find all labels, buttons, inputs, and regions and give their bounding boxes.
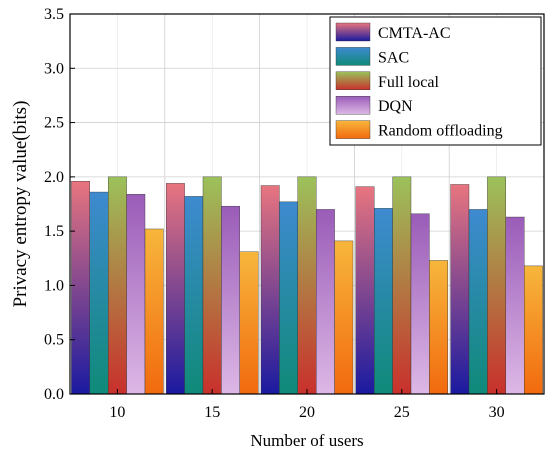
x-tick-label: 10 [109, 404, 125, 421]
x-axis-label: Number of users [250, 431, 363, 450]
bar-sac-30 [468, 209, 488, 395]
bar-full-local-20 [297, 176, 317, 395]
legend-label: Random offloading [378, 123, 503, 140]
bar-random-offloading-20 [334, 240, 354, 395]
bar-random-offloading-30 [524, 265, 543, 395]
bar-dqn-20 [316, 209, 335, 395]
bar-sac-20 [279, 201, 298, 395]
bar-sac-25 [374, 208, 393, 395]
y-tick-label: 0.5 [44, 332, 64, 349]
bar-full-local-15 [202, 176, 222, 395]
y-tick-label: 3.5 [44, 6, 64, 23]
y-tick-label: 2.5 [44, 115, 64, 132]
bar-random-offloading-15 [239, 251, 259, 395]
y-tick-label: 3.0 [44, 60, 64, 77]
y-tick-label: 1.5 [44, 223, 64, 240]
y-axis-ticks: 0.0 0.5 1.0 1.5 2.0 2.5 3.0 3.5 [44, 6, 75, 403]
legend-swatch [335, 47, 371, 66]
y-tick-label: 2.0 [44, 169, 64, 186]
bar-sac-10 [89, 191, 109, 395]
bar-dqn-25 [410, 213, 430, 395]
bar-dqn-10 [126, 194, 146, 395]
bar-dqn-15 [221, 205, 240, 395]
bar-sac-15 [184, 196, 204, 395]
bar-dqn-30 [505, 216, 525, 395]
legend-swatch [335, 22, 371, 42]
x-tick-label: 25 [394, 404, 410, 421]
x-tick-label: 30 [489, 404, 505, 421]
bar-full-local-10 [107, 176, 127, 395]
bar-cmta-ac-20 [260, 185, 280, 395]
legend-label: DQN [378, 98, 413, 115]
bar-random-offloading-25 [429, 260, 448, 395]
bar-cmta-ac-10 [71, 180, 91, 395]
legend: CMTA-AC SAC Full local DQN Random offloading [329, 16, 542, 146]
y-tick-label: 1.0 [44, 277, 64, 294]
bar-cmta-ac-15 [165, 183, 185, 395]
bars [71, 176, 543, 395]
legend-label: Full local [378, 74, 439, 91]
legend-swatch [335, 71, 371, 91]
bar-cmta-ac-25 [355, 186, 375, 395]
legend-label: CMTA-AC [378, 25, 451, 42]
y-tick-label: 0.0 [44, 386, 64, 403]
y-axis-label: Privacy entropy value(bits) [10, 101, 31, 308]
legend-swatch [335, 120, 371, 139]
legend-label: SAC [378, 49, 409, 66]
legend-swatch [335, 95, 371, 115]
bar-random-offloading-10 [144, 228, 164, 395]
bar-full-local-25 [392, 176, 412, 395]
bar-full-local-30 [487, 176, 506, 395]
x-tick-label: 15 [204, 404, 220, 421]
x-axis-ticks: 10 15 20 25 30 [109, 389, 505, 421]
x-tick-label: 20 [299, 404, 315, 421]
bar-cmta-ac-30 [450, 184, 470, 395]
